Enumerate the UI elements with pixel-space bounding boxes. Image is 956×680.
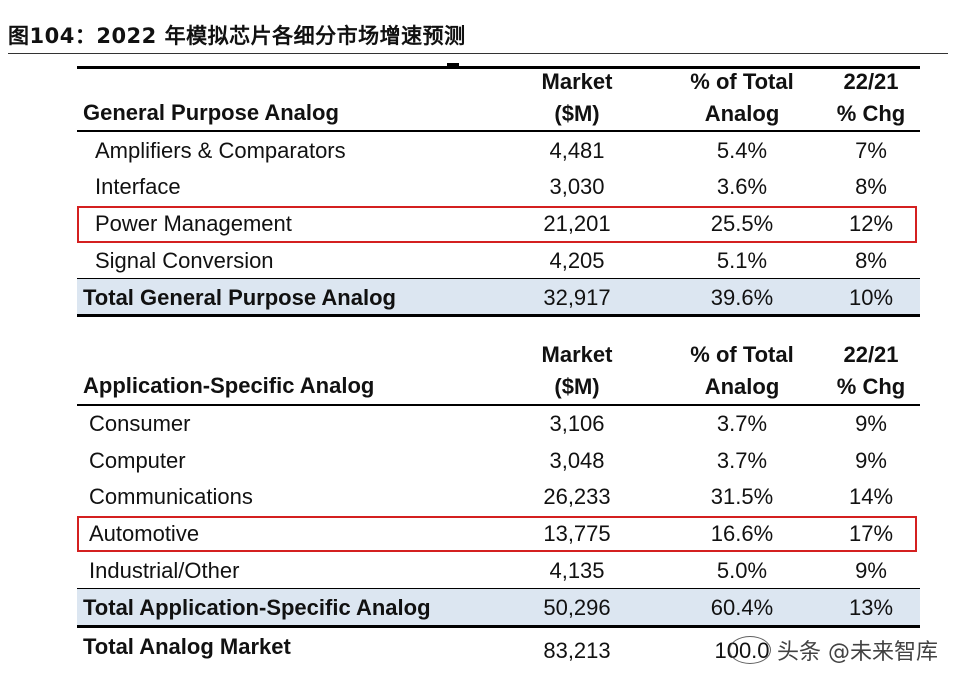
table-row: Signal Conversion 4,205 5.1% 8% [95,248,887,273]
col-header-market: Market ($M) [541,69,613,126]
application-heading: Application-Specific Analog [83,373,375,398]
col-header-chg: 22/21% Chg [836,69,906,126]
highlight-box [77,206,917,243]
total-top-rule [77,278,920,280]
header-rule [77,404,920,406]
table-top-rule [77,66,920,69]
decorative-tick [447,63,459,67]
col-header-share: % of Total Analog [690,69,794,126]
col-header-market: Market ($M) [541,342,613,399]
col-header-share: % of Total Analog [690,342,794,399]
col-header-chg: 22/21% Chg [836,342,906,399]
highlight-box [77,516,917,552]
header-rule [77,130,920,132]
general-purpose-table: General Purpose Analog Market ($M) % of T… [77,66,920,317]
figure-title: 图104：2022 年模拟芯片各细分市场增速预测 [8,24,466,48]
table-row: Industrial/Other 4,135 5.0% 9% [89,558,887,583]
total-row: Total General Purpose Analog 32,917 39.6… [77,279,920,315]
total-top-rule [77,588,920,590]
table-row: Interface 3,030 3.6% 8% [95,174,887,199]
table-row: Communications 26,233 31.5% 14% [89,484,894,509]
table-row: Amplifiers & Comparators 4,481 5.4% 7% [95,138,887,163]
section-bottom-rule [77,625,920,628]
table-row-highlighted: Automotive 13,775 16.6% 17% [89,521,894,546]
general-heading: General Purpose Analog [83,100,339,125]
logo-icon [729,636,771,664]
table-row: Computer 3,048 3.7% 9% [89,448,887,473]
table-row-highlighted: Power Management 21,201 25.5% 12% [95,211,894,236]
title-divider [8,53,948,54]
watermark-text: 头条 @未来智库 [777,640,938,665]
total-bottom-rule [77,314,920,317]
watermark: 头条 @未来智库 [729,634,938,666]
table-row: Consumer 3,106 3.7% 9% [89,411,887,436]
total-row: Total Application-Specific Analog 50,296… [77,589,920,625]
application-specific-table: Application-Specific Analog Market ($M) %… [77,339,920,669]
